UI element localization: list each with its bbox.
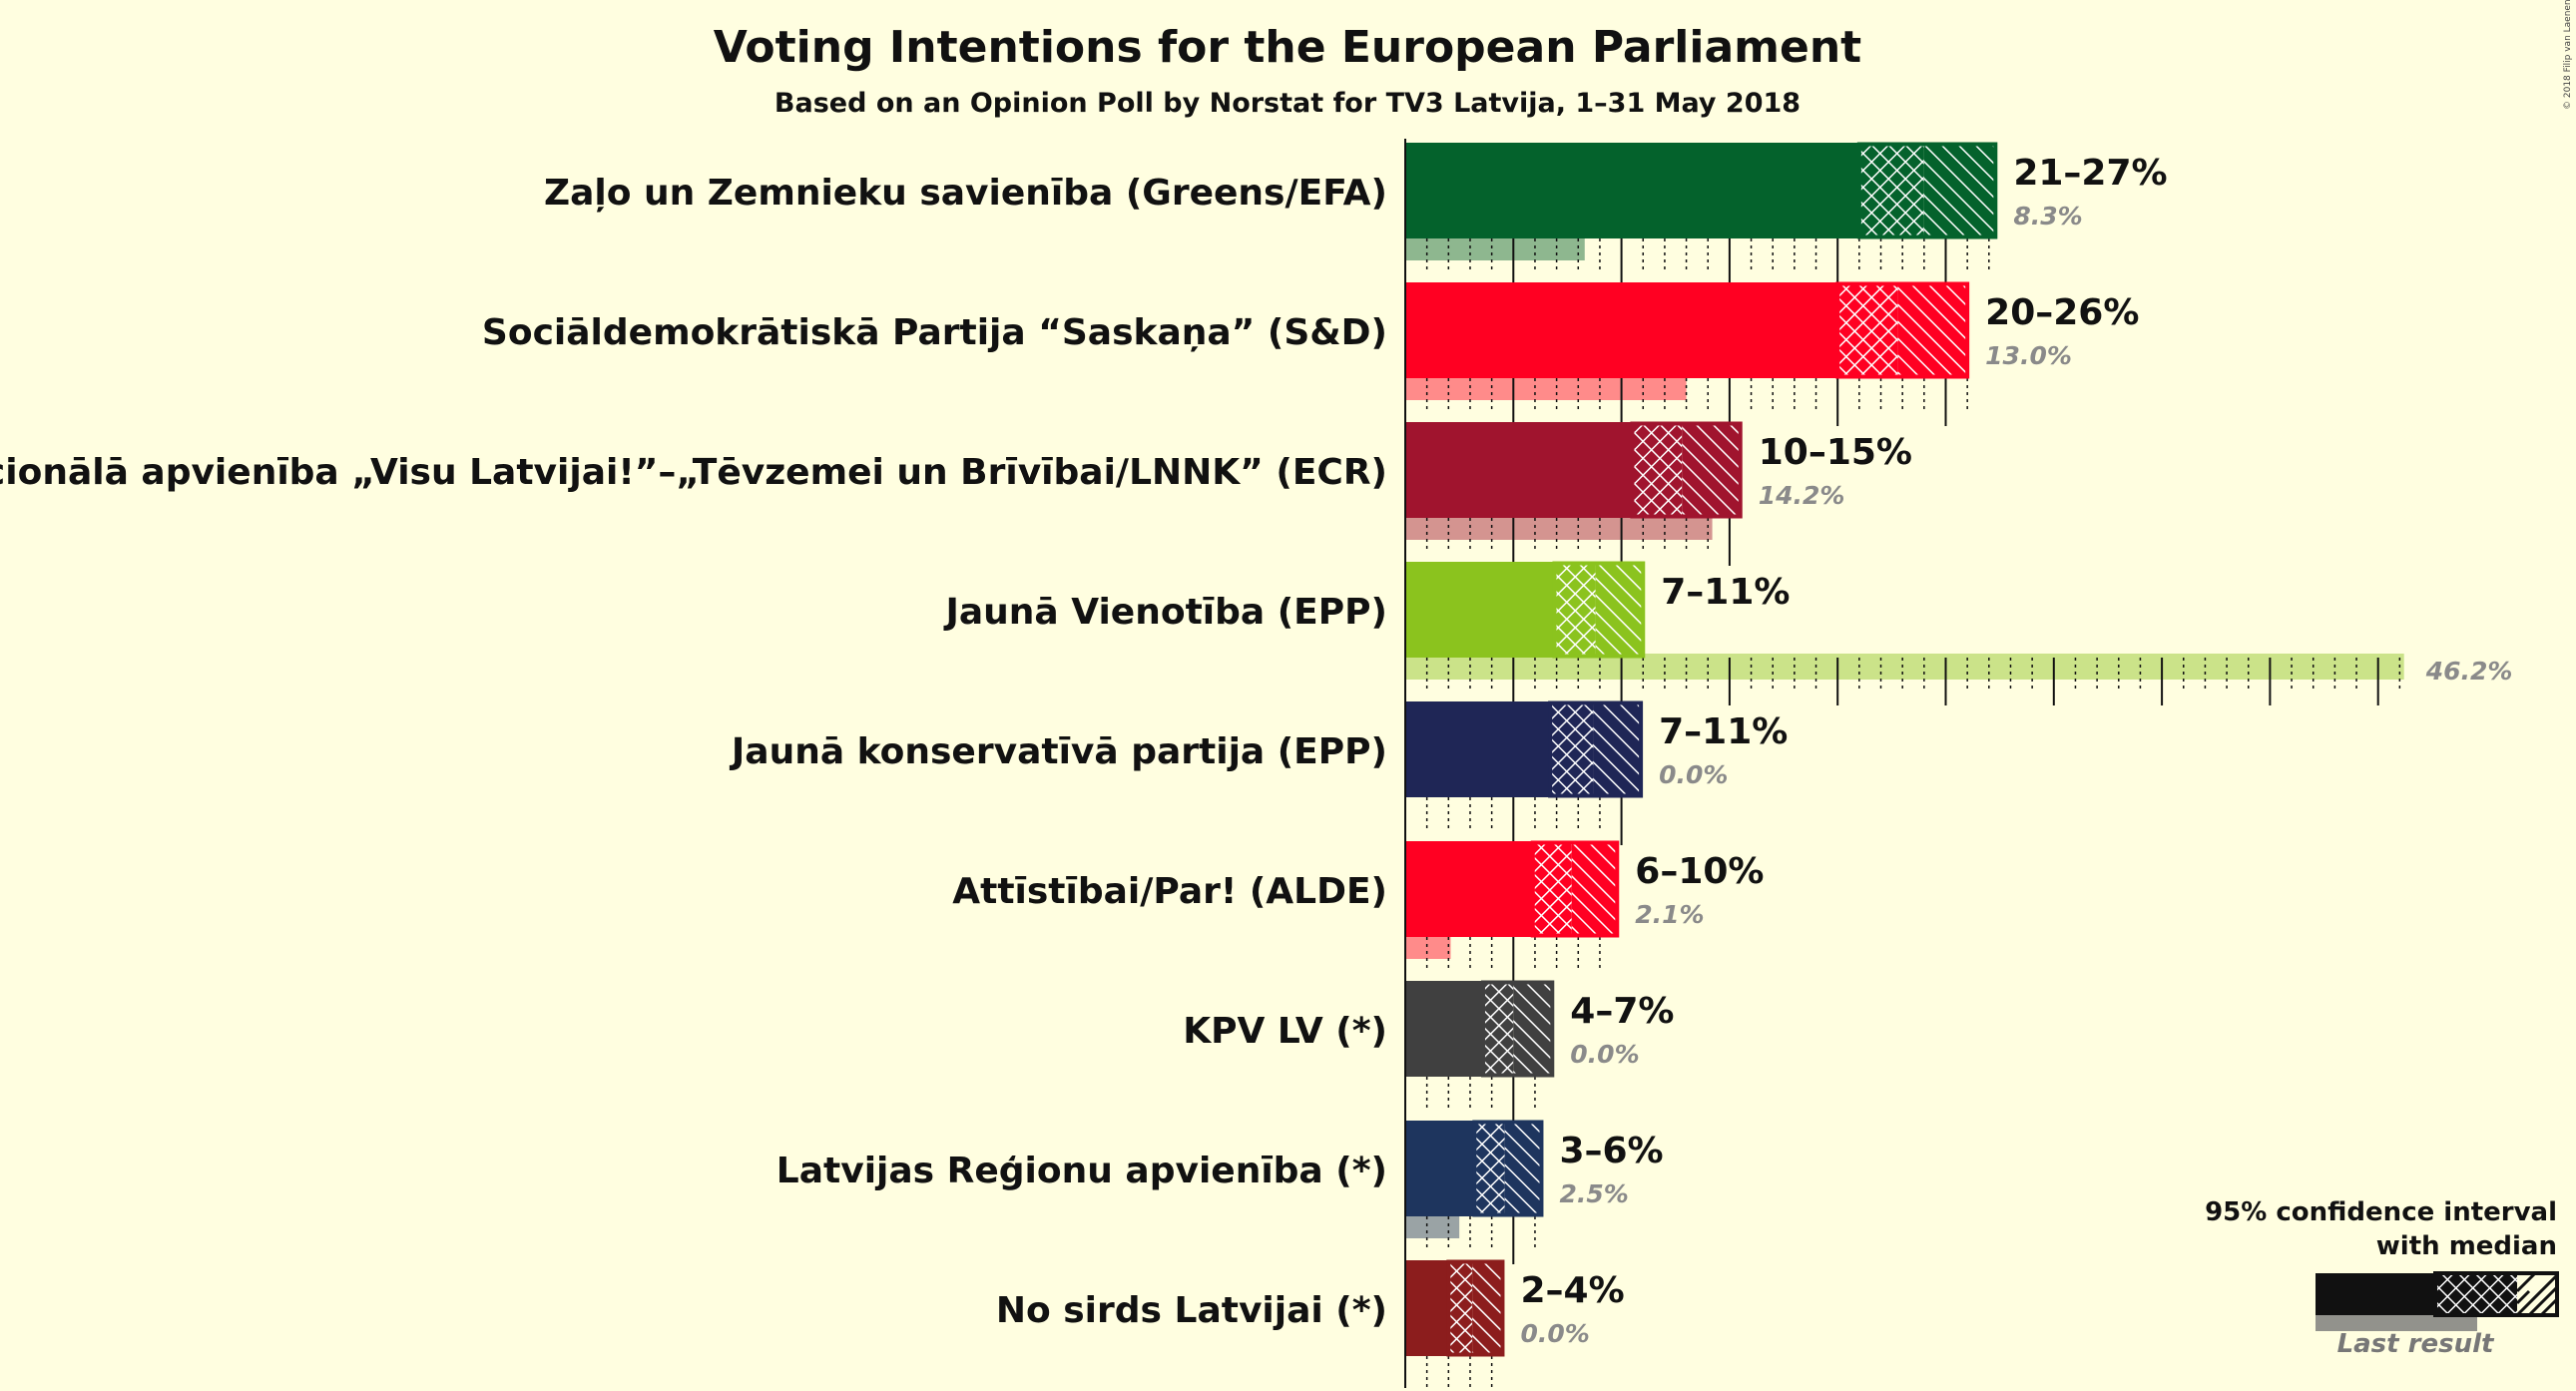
- party-6-ci-low-hatch: [1482, 981, 1514, 1077]
- party-4-name: Jaunā konservatīvā partija (EPP): [729, 731, 1387, 772]
- party-8-ci-high-hatch: [1472, 1260, 1503, 1356]
- party-3-ci-outline: [1552, 561, 1646, 659]
- party-3-range-label: 7–11%: [1661, 572, 1790, 613]
- party-6-bar: [1405, 981, 1483, 1077]
- party-7-ci-low-hatch: [1474, 1121, 1505, 1216]
- party-0-ci-high-hatch: [1923, 143, 1996, 238]
- legend: 95% confidence interval with median Last…: [2205, 1197, 2559, 1359]
- party-3-ci-high-hatch: [1595, 562, 1644, 658]
- party-7-name: Latvijas Reģionu apvienība (*): [776, 1151, 1387, 1191]
- party-1-ci-high-hatch: [1897, 282, 1968, 378]
- party-6-last-label: 0.0%: [1570, 1040, 1639, 1069]
- party-8-range-label: 2–4%: [1520, 1270, 1624, 1311]
- legend-hatch-high-lines: [2515, 1271, 2559, 1317]
- copyright-text: © 2018 Filip van Laenen: [2563, 0, 2573, 110]
- party-7-ci-high-hatch: [1504, 1121, 1542, 1216]
- party-5-bar: [1405, 841, 1533, 937]
- party-3-bar: [1405, 562, 1555, 658]
- party-0-ci-outline: [1856, 142, 1998, 239]
- party-7-last-label: 2.5%: [1559, 1179, 1628, 1208]
- bars-group: Zaļo un Zemnieku savienība (Greens/EFA) 2…: [0, 139, 2512, 1390]
- legend-ci-label-2: with median: [2376, 1231, 2557, 1261]
- party-1-ci-outline: [1835, 281, 1970, 379]
- party-0-last-label: 8.3%: [2013, 202, 2082, 231]
- legend-last-label: Last result: [2337, 1329, 2495, 1359]
- party-2-ci-low-hatch: [1632, 422, 1683, 518]
- party-4-range-label: 7–11%: [1659, 711, 1788, 752]
- party-7-range-label: 3–6%: [1559, 1131, 1663, 1171]
- legend-ci-outline: [2433, 1271, 2559, 1317]
- party-4-bar: [1405, 701, 1551, 797]
- party-5-name: Attīstībai/Par! (ALDE): [952, 871, 1387, 912]
- party-7-last-bar: [1405, 1212, 1460, 1238]
- party-2-bar: [1405, 422, 1633, 518]
- legend-hatch-low-overlay: [2435, 1273, 2517, 1315]
- party-5-ci-outline: [1530, 840, 1620, 938]
- party-0-range-label: 21–27%: [2013, 153, 2167, 194]
- party-1-ci-low-hatch: [1837, 282, 1898, 378]
- party-4-ci-outline: [1548, 700, 1644, 798]
- party-8-bar: [1405, 1260, 1449, 1356]
- party-2-last-label: 14.2%: [1759, 481, 1845, 510]
- party-1-bar: [1405, 282, 1838, 378]
- party-5-ci-low-hatch: [1532, 841, 1572, 937]
- party-8-last-label: 0.0%: [1520, 1319, 1589, 1348]
- party-1-last-label: 13.0%: [1985, 341, 2072, 370]
- party-3-name: Jaunā Vienotība (EPP): [942, 592, 1387, 633]
- party-1-range-label: 20–26%: [1985, 292, 2139, 333]
- chart-title: Voting Intentions for the European Parli…: [714, 22, 1861, 73]
- party-4-ci-low-hatch: [1550, 701, 1594, 797]
- party-0-bar: [1405, 143, 1859, 238]
- party-0-last-bar: [1405, 234, 1585, 260]
- party-0-name: Zaļo un Zemnieku savienība (Greens/EFA): [544, 173, 1387, 214]
- party-3-last-label: 46.2%: [2425, 657, 2513, 686]
- party-6-range-label: 4–7%: [1570, 991, 1674, 1032]
- party-5-range-label: 6–10%: [1635, 851, 1764, 892]
- party-8-name: No sirds Latvijai (*): [996, 1290, 1387, 1331]
- party-2-name: Nacionālā apvienība „Visu Latvijai!”–„Tē…: [0, 452, 1387, 493]
- party-6-name: KPV LV (*): [1183, 1011, 1387, 1052]
- party-4-ci-high-hatch: [1593, 701, 1642, 797]
- party-8-ci-low-hatch: [1448, 1260, 1473, 1356]
- party-2-ci-high-hatch: [1682, 422, 1741, 518]
- party-6-ci-outline: [1480, 980, 1555, 1078]
- legend-solid-bar: [2316, 1273, 2435, 1315]
- chart-subtitle: Based on an Opinion Poll by Norstat for …: [774, 88, 1801, 119]
- party-6-ci-high-hatch: [1513, 981, 1553, 1077]
- party-3-ci-low-hatch: [1554, 562, 1596, 658]
- party-8-ci-outline: [1446, 1259, 1505, 1357]
- party-5-last-bar: [1405, 933, 1451, 959]
- party-5-ci-high-hatch: [1571, 841, 1618, 937]
- party-1-last-bar: [1405, 374, 1687, 400]
- party-4-last-label: 0.0%: [1659, 760, 1728, 789]
- party-2-ci-outline: [1630, 421, 1743, 519]
- party-2-range-label: 10–15%: [1759, 432, 1912, 473]
- party-0-ci-low-hatch: [1858, 143, 1924, 238]
- party-1-name: Sociāldemokrātiskā Partija “Saskaņa” (S&…: [482, 312, 1387, 353]
- party-5-last-label: 2.1%: [1635, 900, 1704, 929]
- party-7-ci-outline: [1472, 1120, 1544, 1217]
- party-7-bar: [1405, 1121, 1475, 1216]
- legend-ci-label-1: 95% confidence interval: [2205, 1197, 2557, 1227]
